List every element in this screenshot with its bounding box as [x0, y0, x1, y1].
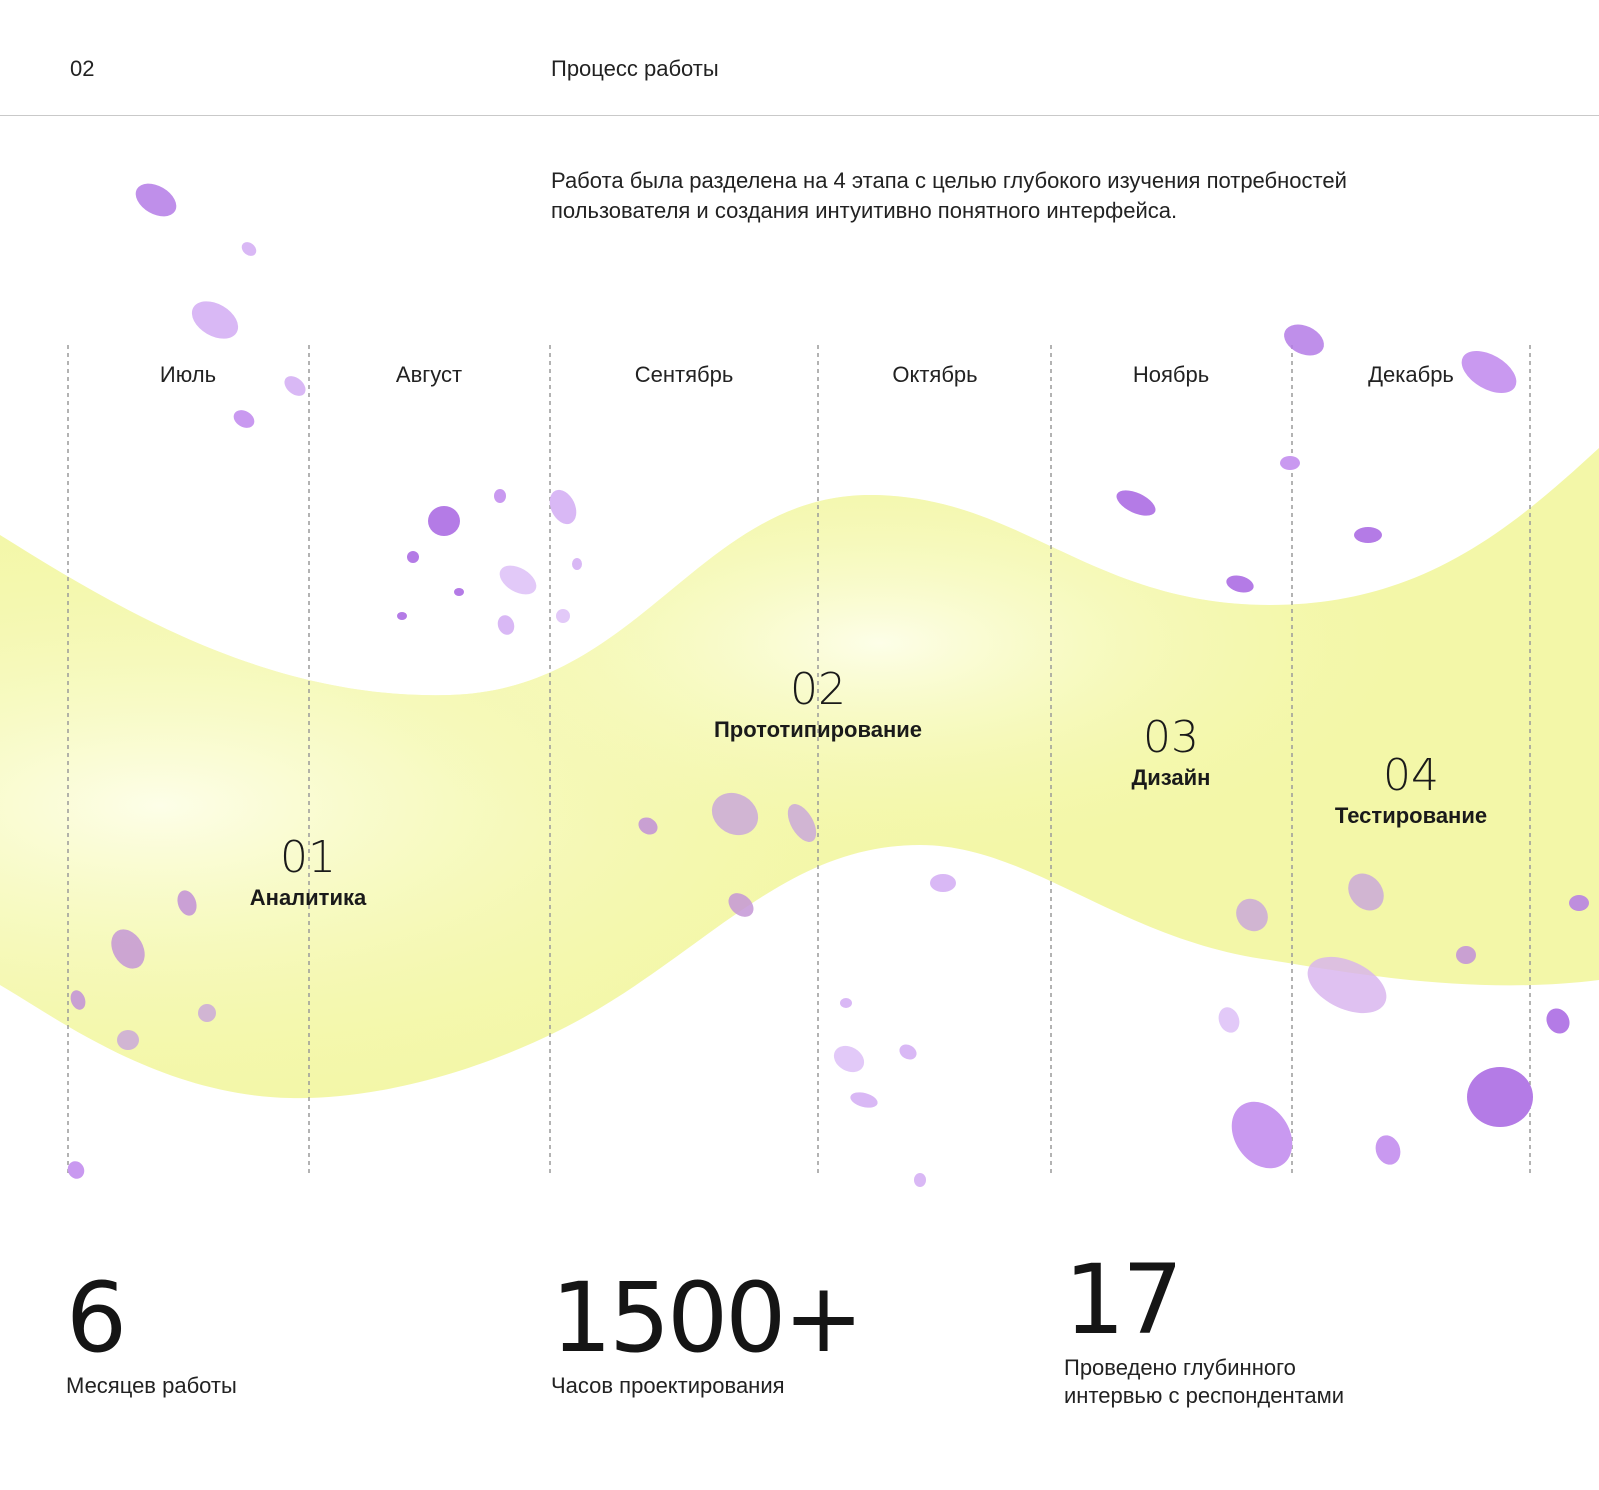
confetti-dot [428, 506, 460, 536]
confetti-dot [572, 558, 582, 570]
confetti-dot [499, 565, 537, 595]
stat-value: 17 [1064, 1244, 1183, 1356]
confetti-dot [1461, 350, 1517, 394]
phase-number: 04 [1383, 750, 1439, 801]
stat-months: 6 Месяцев работы [66, 1270, 237, 1400]
intro-text: Работа была разделена на 4 этапа с целью… [551, 166, 1511, 226]
month-december: Декабрь [1368, 362, 1454, 387]
confetti-dot [454, 588, 464, 596]
phase-number: 01 [280, 832, 336, 883]
confetti-dot [840, 998, 852, 1008]
confetti-dot [191, 301, 239, 339]
stat-label: Часов проектирования [551, 1373, 785, 1398]
confetti-dot [233, 410, 255, 428]
month-september: Сентябрь [634, 362, 734, 387]
page-header: 02 Процесс работы [0, 0, 1599, 116]
confetti-dot [177, 890, 197, 916]
phase-analytics: 01 Аналитика [250, 832, 366, 912]
confetti-dot [1280, 456, 1300, 470]
confetti-dot [1307, 956, 1387, 1014]
stat-value: 1500+ [551, 1262, 864, 1374]
confetti-dot [70, 990, 86, 1010]
confetti-dot [1231, 1101, 1293, 1169]
intro-line: Работа была разделена на 4 этапа с целью… [551, 168, 1347, 193]
section-title: Процесс работы [551, 56, 719, 81]
confetti-dot [284, 376, 306, 396]
month-november: Ноябрь [1132, 362, 1210, 387]
confetti-dot [1569, 895, 1589, 911]
phase-prototyping: 02 Прототипирование [714, 664, 922, 744]
confetti-dot [1236, 898, 1268, 932]
stat-interviews: 17 Проведено глубинного интервью с респо… [1064, 1252, 1344, 1410]
confetti-dot [1375, 1135, 1401, 1165]
confetti-dot [135, 183, 177, 217]
phase-name: Тестирование [1334, 803, 1488, 828]
confetti-dot [833, 1045, 865, 1073]
intro-line: пользователя и создания интуитивно понят… [551, 198, 1178, 223]
confetti-dot [494, 489, 506, 503]
confetti-dot [638, 817, 658, 835]
confetti-dot [67, 1161, 85, 1179]
confetti-dot [899, 1044, 917, 1060]
confetti-dot [1226, 575, 1254, 593]
confetti-dot [497, 615, 515, 635]
confetti-dot [930, 874, 956, 892]
stat-hours: 1500+ Часов проектирования [551, 1262, 864, 1400]
phase-name: Аналитика [249, 885, 367, 910]
phase-number: 02 [790, 664, 846, 715]
confetti-dot [914, 1173, 926, 1187]
confetti-dot [1218, 1007, 1240, 1033]
confetti-dots [67, 183, 1589, 1187]
confetti-dot [407, 551, 419, 563]
confetti-dot [1456, 946, 1476, 964]
phase-name: Прототипирование [713, 717, 923, 742]
month-dividers [67, 345, 1531, 1175]
stat-label: Проведено глубинного [1064, 1355, 1296, 1380]
confetti-dot [1354, 527, 1382, 543]
section-number: 02 [70, 56, 95, 81]
month-october: Октябрь [892, 362, 978, 387]
confetti-dot [1348, 873, 1384, 911]
phase-name: Дизайн [1131, 765, 1211, 790]
month-august: Август [395, 362, 463, 387]
month-july: Июль [159, 362, 217, 387]
confetti-dot [1284, 324, 1324, 356]
confetti-dot [241, 242, 257, 256]
stat-label: интервью с респондентами [1064, 1383, 1345, 1408]
phase-testing: 04 Тестирование [1335, 750, 1487, 830]
confetti-dot [1546, 1008, 1570, 1034]
confetti-dot [711, 792, 759, 836]
confetti-dot [556, 609, 570, 623]
confetti-dot [728, 893, 754, 917]
confetti-dot [111, 929, 145, 969]
confetti-dot [850, 1092, 878, 1108]
confetti-dot [1467, 1067, 1533, 1127]
confetti-dot [198, 1004, 216, 1022]
confetti-dot [787, 804, 817, 842]
phase-design: 03 Дизайн [1132, 712, 1211, 792]
stat-label: Месяцев работы [66, 1373, 237, 1398]
confetti-dot [1116, 490, 1156, 516]
stat-value: 6 [66, 1262, 127, 1374]
confetti-dot [117, 1030, 139, 1050]
confetti-dot [549, 489, 577, 525]
phase-number: 03 [1142, 712, 1199, 763]
confetti-dot [397, 612, 407, 620]
